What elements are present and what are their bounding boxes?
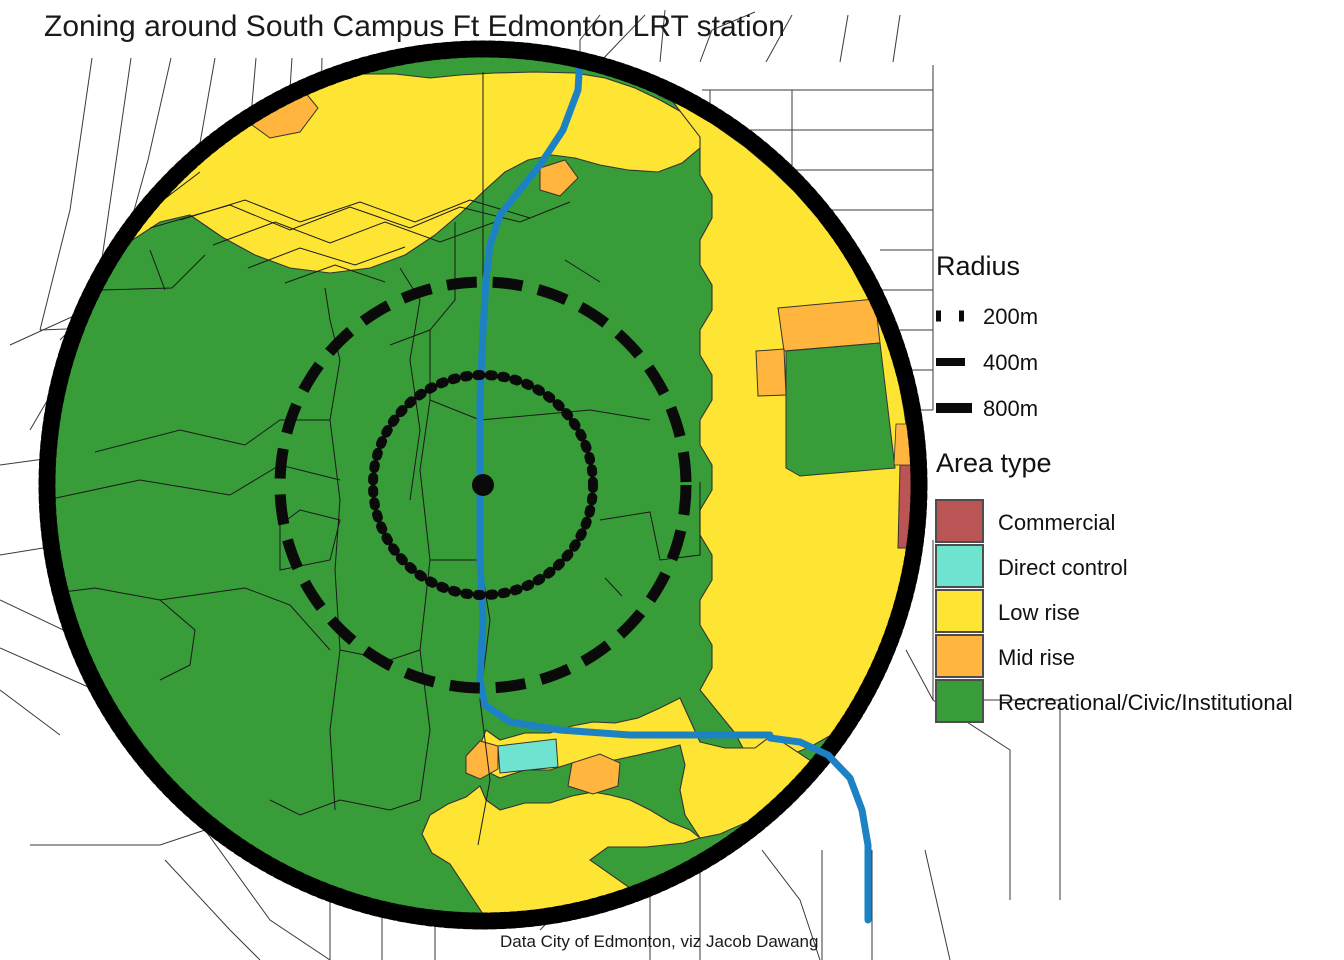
- svg-text:200m: 200m: [983, 304, 1038, 329]
- svg-text:800m: 800m: [983, 396, 1038, 421]
- svg-text:Direct control: Direct control: [998, 555, 1128, 580]
- svg-text:Low rise: Low rise: [998, 600, 1080, 625]
- svg-text:Mid rise: Mid rise: [998, 645, 1075, 670]
- svg-text:Radius: Radius: [936, 251, 1020, 281]
- svg-text:400m: 400m: [983, 350, 1038, 375]
- svg-text:Area type: Area type: [936, 448, 1052, 478]
- svg-text:Commercial: Commercial: [998, 510, 1115, 535]
- svg-text:Recreational/Civic/Institution: Recreational/Civic/Institutional: [998, 690, 1293, 715]
